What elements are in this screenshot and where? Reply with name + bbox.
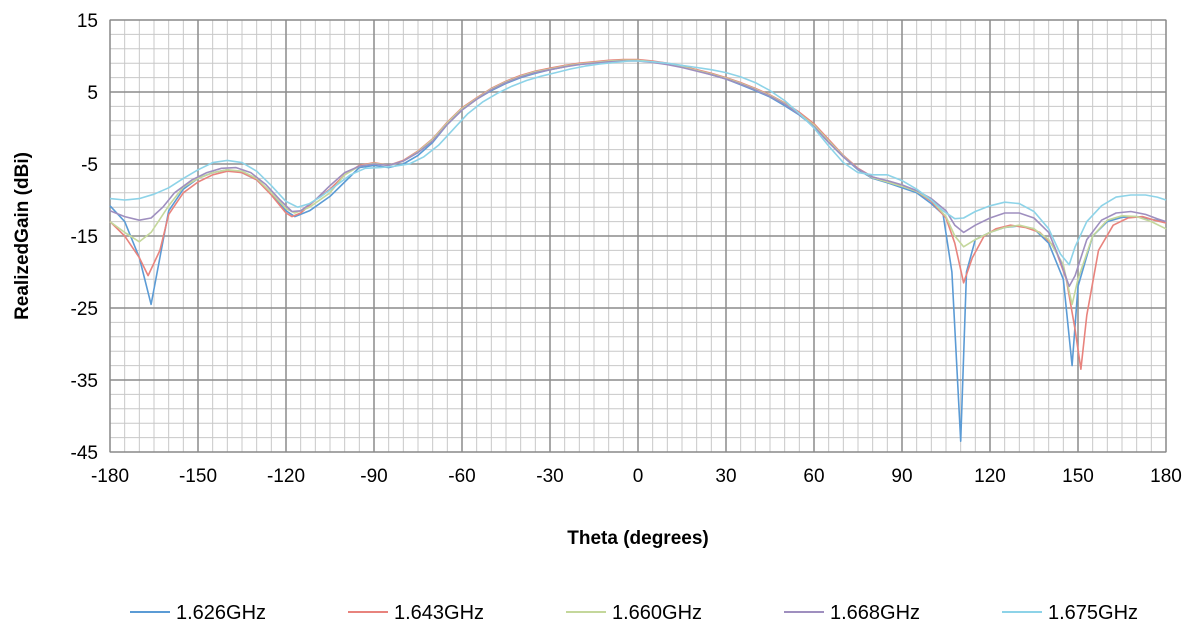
x-tick-label: 60 <box>803 466 824 487</box>
y-tick-label: 5 <box>87 83 98 104</box>
legend: 1.626GHz 1.643GHz 1.660GHz 1.668GHz 1.675GHz <box>130 602 1138 624</box>
x-tick-label: -120 <box>267 466 305 487</box>
x-tick-label: -180 <box>91 466 129 487</box>
y-tick-labels: -45 -35 -25 -15 -5 5 15 <box>71 11 98 464</box>
x-tick-label: 150 <box>1062 466 1094 487</box>
x-tick-label: 30 <box>715 466 736 487</box>
x-axis-title: Theta (degrees) <box>567 528 708 549</box>
y-axis-title: RealizedGain (dBi) <box>12 152 33 320</box>
x-tick-label: 90 <box>891 466 912 487</box>
legend-label: 1.660GHz <box>612 602 702 624</box>
legend-label: 1.626GHz <box>176 602 266 624</box>
x-tick-label: -150 <box>179 466 217 487</box>
x-tick-label: 120 <box>974 466 1006 487</box>
legend-label: 1.643GHz <box>394 602 484 624</box>
y-tick-label: -45 <box>71 443 98 464</box>
legend-label: 1.675GHz <box>1048 602 1138 624</box>
series-layer <box>109 58 1167 442</box>
major-grid <box>109 19 1167 453</box>
x-tick-label: -90 <box>360 466 387 487</box>
x-tick-labels: -180 -150 -120 -90 -60 -30 0 30 60 90 120 150 180 <box>91 466 1182 487</box>
x-tick-label: -30 <box>536 466 563 487</box>
series-line-1.675GHz <box>109 60 1167 266</box>
x-tick-label: -60 <box>448 466 475 487</box>
y-tick-label: -15 <box>71 227 98 248</box>
y-tick-label: 15 <box>77 11 98 32</box>
y-tick-label: -5 <box>81 155 98 176</box>
y-tick-label: -35 <box>71 371 98 392</box>
y-tick-label: -25 <box>71 299 98 320</box>
legend-label: 1.668GHz <box>830 602 920 624</box>
x-tick-label: 180 <box>1150 466 1182 487</box>
x-tick-label: 0 <box>633 466 644 487</box>
plot-area-frame <box>109 19 1167 453</box>
